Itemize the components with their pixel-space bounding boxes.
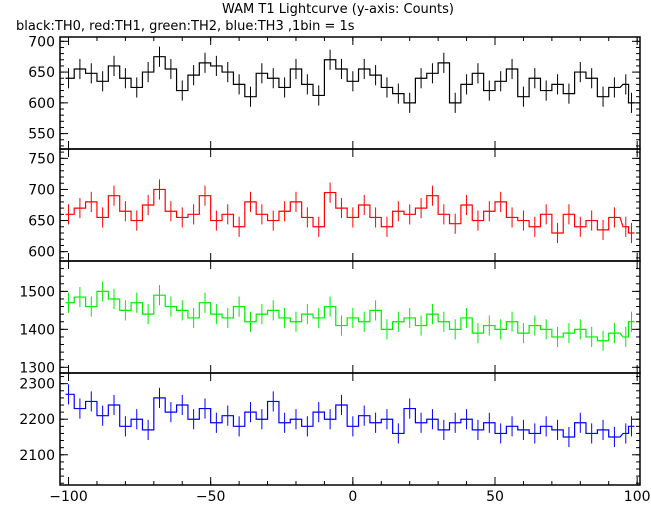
y-tick-label: 1400 — [19, 322, 55, 338]
panels-group: 550 600 650 700 600 650 700 750 1300 1400 1500 2100… — [19, 34, 641, 486]
series-line-th2 — [65, 290, 635, 342]
y-tick-label: 600 — [28, 96, 55, 112]
y-tick-label: 2300 — [19, 377, 55, 393]
y-tick-label: 600 — [28, 245, 55, 261]
y-tick-label: 550 — [28, 127, 55, 143]
x-tick-label: −50 — [196, 489, 226, 505]
chart-title: WAM T1 Lightcurve (y-axis: Counts) — [222, 2, 454, 17]
panel-frame — [59, 36, 641, 150]
x-tick-label: 50 — [486, 489, 504, 505]
y-tick-label: 700 — [28, 34, 55, 50]
x-tick-label: 0 — [348, 489, 357, 505]
y-tick-label: 650 — [28, 214, 55, 230]
y-tick-label: 2100 — [19, 448, 55, 464]
chart-subtitle: black:TH0, red:TH1, green:TH2, blue:TH3 … — [16, 19, 355, 34]
panel-th0: 550 600 650 700 — [28, 34, 641, 150]
panel-frame — [59, 260, 641, 374]
panel-th2: 1300 1400 1500 — [19, 260, 641, 376]
y-tick-label: 1300 — [19, 360, 55, 376]
y-tick-label: 2200 — [19, 412, 55, 428]
y-tick-label: 750 — [28, 151, 55, 167]
x-axis: −100 −50 0 50 100 — [49, 37, 651, 505]
panel-frame — [59, 372, 641, 486]
x-tick-label: 100 — [624, 489, 651, 505]
panel-th3: 2100 2200 2300 — [19, 372, 641, 486]
y-tick-label: 700 — [28, 182, 55, 198]
y-tick-label: 1500 — [19, 284, 55, 300]
y-tick-label: 650 — [28, 65, 55, 81]
series-line-th1 — [65, 188, 635, 234]
series-line-th3 — [65, 393, 635, 438]
series-line-th0 — [65, 56, 635, 104]
x-tick-label: −100 — [49, 489, 87, 505]
panel-th1: 600 650 700 750 — [28, 148, 641, 262]
